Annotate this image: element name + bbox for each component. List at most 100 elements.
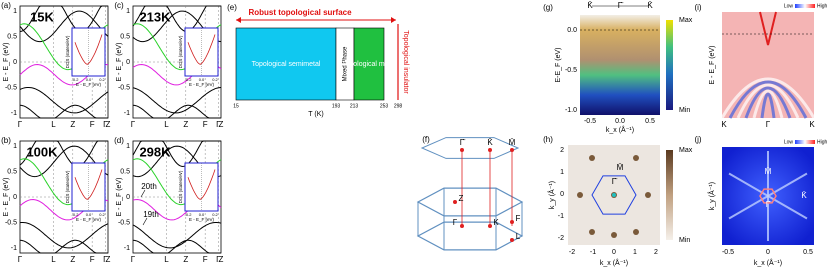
inset-y-label: DOS (states/eV): [65, 170, 70, 203]
point-label: K̄: [801, 191, 807, 200]
k-point-label: F: [203, 255, 208, 264]
panel-label: (a): [1, 1, 11, 10]
panel-label: (e): [227, 3, 237, 12]
y-tick-label: 1: [13, 8, 17, 15]
y-tick-label: 1: [560, 169, 564, 176]
point: [488, 224, 492, 228]
y-tick-label: -0.5: [5, 84, 17, 91]
fs-pocket: [611, 232, 617, 238]
k-point-label: K̄: [647, 1, 653, 10]
dos-curve: [187, 169, 216, 200]
surface-point-label: M̄: [509, 138, 516, 147]
surface-bz: [420, 137, 520, 159]
panel-label: (c): [114, 1, 124, 10]
colorbar-label: Max: [679, 147, 693, 154]
y-axis-label: E - E_F (eV): [3, 43, 10, 82]
point-label: Γ̄: [612, 177, 618, 186]
inset-x-label: E - E_F (eV): [76, 82, 102, 87]
y-tick-label: -0.5: [5, 219, 17, 226]
k-point-label: Γ: [18, 255, 23, 264]
point: [453, 200, 457, 204]
y-tick-label: -2: [558, 235, 564, 242]
point: [510, 238, 514, 242]
fs-hexagon: [591, 175, 637, 215]
k-point-label: Z: [183, 255, 188, 264]
k-point-label: Z: [219, 120, 224, 129]
bulk-bz-top: [416, 187, 524, 217]
y-tick-label: 0: [13, 59, 17, 66]
inset-tick: 0.0: [86, 77, 92, 82]
y-tick-label: 0.5: [7, 33, 17, 40]
fs-pocket: [589, 229, 595, 235]
y-tick-label: -0.5: [118, 84, 130, 91]
y-axis-label: E - E_F (eV): [116, 178, 123, 217]
point-label: M̄: [617, 163, 624, 172]
y-axis-label: E - E_F (eV): [3, 178, 10, 217]
k-point-label: Γ: [103, 255, 108, 264]
band-curve: [19, 140, 108, 167]
inset-tick: -0.2: [185, 212, 193, 217]
fs-pocket: [645, 192, 651, 198]
fs-pocket: [577, 192, 583, 198]
region-label: Topological metal: [342, 61, 397, 68]
y-tick-label: 0.5: [120, 33, 130, 40]
k-point-label: F: [90, 255, 95, 264]
dos-curve: [187, 34, 216, 65]
band-curve: [19, 87, 109, 114]
band-curve: [132, 140, 221, 168]
colorbar: [666, 20, 673, 110]
annotation-arrow: [142, 217, 148, 226]
fs-center: [612, 193, 616, 197]
point-label: Γ̄: [766, 200, 772, 209]
y-tick-label: -0.5: [565, 67, 577, 74]
inset-tick: -0.2: [72, 212, 80, 217]
phase-title: Robust topological surface: [248, 8, 352, 17]
bulk-point-label: F: [516, 214, 521, 223]
region-label: Mixed Phase: [343, 46, 349, 81]
colorbar: [666, 150, 673, 240]
x-tick-label: 253: [380, 103, 389, 109]
k-point-label: Z: [70, 120, 75, 129]
k-point-label: Z: [70, 255, 75, 264]
y-tick-label: 2: [560, 147, 564, 154]
temperature-label: 298K: [139, 144, 171, 159]
inset-tick: 0.0: [199, 77, 205, 82]
k-point-label: Γ: [131, 255, 136, 264]
ss-band: [760, 92, 776, 119]
y-tick-label: 0: [126, 194, 130, 201]
x-tick-label: 193: [332, 103, 341, 109]
legend-bar: [795, 4, 815, 8]
x-tick-label: -2: [569, 249, 575, 256]
dos-curve: [74, 34, 103, 65]
point-label: M̄: [765, 167, 772, 176]
legend-label: Low: [784, 3, 794, 9]
ss-cone: [759, 11, 777, 46]
x-tick-label: 298: [394, 103, 403, 109]
ss-band: [736, 83, 800, 119]
y-tick-label: 0.5: [120, 168, 130, 175]
k-point-label: L: [164, 255, 169, 264]
x-tick-label: 0.5: [803, 249, 813, 256]
surface-point-label: Γ̄: [460, 138, 466, 147]
band-curve: [132, 222, 222, 249]
inset-y-label: DOS (states/eV): [65, 35, 70, 68]
k-point-label: Γ: [131, 120, 136, 129]
y-tick-label: -1: [124, 245, 130, 252]
inset-y-label: DOS (states/eV): [178, 170, 183, 203]
inset-x-label: E - E_F (eV): [189, 82, 215, 87]
temperature-label: 100K: [26, 144, 58, 159]
inset-tick: 0.0: [86, 212, 92, 217]
inset-tick: 0.0: [199, 212, 205, 217]
region: [235, 27, 337, 101]
k-point-label: K: [809, 120, 815, 129]
fs-pocket: [633, 229, 639, 235]
point: [460, 224, 464, 228]
x-tick-label: 15: [233, 103, 239, 109]
surface-point-label: K̄: [487, 138, 493, 147]
colorbar-label: Min: [679, 107, 690, 114]
legend-bar: [795, 140, 815, 144]
x-tick-label: -0.5: [584, 118, 596, 125]
y-axis-label: k_y (Å⁻¹): [547, 181, 556, 209]
bulk-bz-bot: [416, 221, 524, 251]
